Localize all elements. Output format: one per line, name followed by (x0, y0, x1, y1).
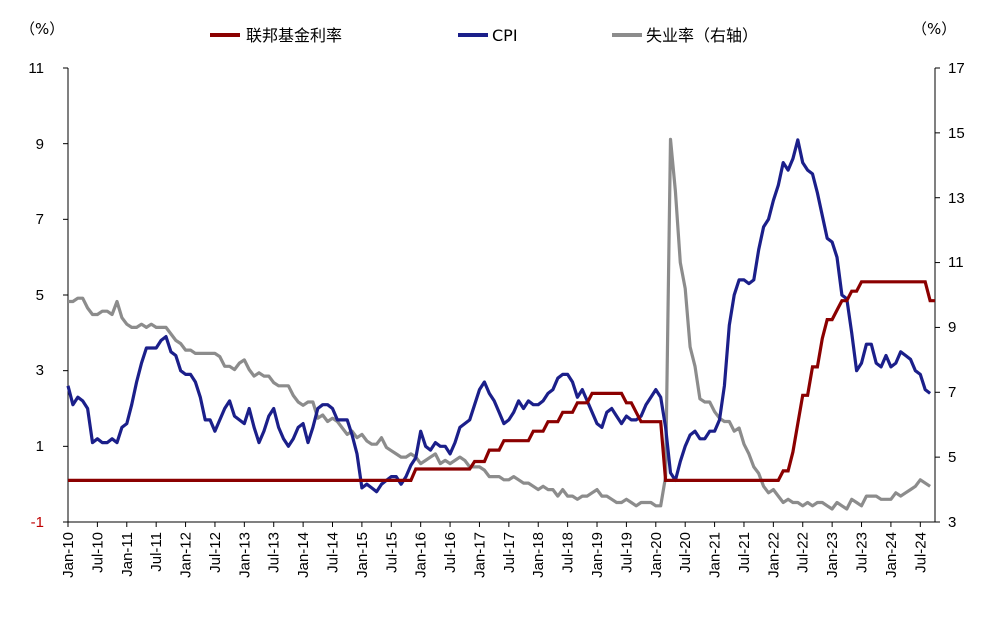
x-tick-labels: Jan-10 Jul-10 Jan-11 Jul-11 Jan-12 Jul-12 Jan-… (60, 532, 929, 578)
right-tick-label: 15 (948, 125, 965, 142)
x-tick-label: Jan-21 (707, 532, 724, 578)
x-tick-label: Jan-11 (119, 532, 136, 577)
x-tick-label: Jan-13 (236, 532, 253, 578)
x-tick-label: Jan-15 (354, 532, 371, 578)
x-tick-label: Jan-17 (471, 532, 488, 578)
right-tick-labels: 17 15 13 11 9 7 5 3 (948, 60, 965, 531)
x-tick-label: Jan-14 (295, 532, 312, 578)
x-tick-label: Jul-24 (912, 532, 929, 573)
x-tick-label: Jan-10 (60, 532, 77, 578)
right-tick-label: 11 (948, 254, 964, 271)
left-tick-label: 3 (36, 362, 44, 379)
left-tick-labels: 11 9 7 5 3 1 -1 (28, 60, 44, 531)
legend: 联邦基金利率 CPI 失业率（右轴） (210, 26, 758, 45)
left-tick-label: 1 (36, 438, 44, 455)
left-tick-label: -1 (31, 514, 44, 531)
x-tick-label: Jul-14 (325, 532, 342, 573)
series-line-cpi (66, 138, 932, 494)
x-tick-label: Jul-23 (854, 532, 871, 573)
x-tick-label: Jul-21 (736, 532, 753, 573)
left-tick-label: 5 (36, 287, 44, 304)
right-tick-label: 17 (948, 60, 965, 77)
x-tick-label: Jan-16 (413, 532, 430, 578)
left-tick-label: 9 (36, 136, 44, 153)
x-tick-label: Jan-20 (648, 532, 665, 578)
right-tick-label: 7 (948, 384, 956, 401)
x-tick-label: Jan-12 (178, 532, 195, 578)
x-tick-label: Jul-13 (266, 532, 283, 573)
right-tick-label: 5 (948, 449, 956, 466)
x-tick-label: Jul-17 (501, 532, 518, 573)
x-tick-label: Jan-18 (530, 532, 547, 578)
legend-label-cpi: CPI (492, 26, 518, 45)
x-tick-label: Jul-22 (795, 532, 812, 573)
x-tick-label: Jul-15 (383, 532, 400, 573)
legend-label-unemp: 失业率（右轴） (646, 26, 758, 45)
right-tick-label: 3 (948, 514, 956, 531)
left-axis-unit: （%） (20, 20, 64, 38)
x-tick-label: Jul-20 (677, 532, 694, 573)
x-tick-label: Jan-24 (883, 532, 900, 578)
x-tick-label: Jul-10 (89, 532, 106, 573)
left-tick-label: 7 (36, 211, 44, 228)
x-tick-label: Jan-22 (765, 532, 782, 578)
x-tick-label: Jul-18 (560, 532, 577, 573)
left-tick-label: 11 (28, 60, 44, 77)
x-tick-label: Jan-23 (824, 532, 841, 578)
x-tick-label: Jul-11 (148, 532, 165, 572)
axis-ticks (63, 67, 940, 527)
right-tick-label: 13 (948, 190, 965, 207)
x-tick-label: Jul-16 (442, 532, 459, 573)
right-axis-unit: （%） (912, 20, 956, 38)
x-tick-label: Jul-19 (618, 532, 635, 573)
series-line-unemployment (68, 137, 931, 511)
x-tick-label: Jul-12 (207, 532, 224, 573)
series-line-fed-funds-rate (68, 280, 935, 482)
legend-label-fed: 联邦基金利率 (246, 26, 342, 45)
right-tick-label: 9 (948, 319, 956, 336)
x-tick-label: Jan-19 (589, 532, 606, 578)
